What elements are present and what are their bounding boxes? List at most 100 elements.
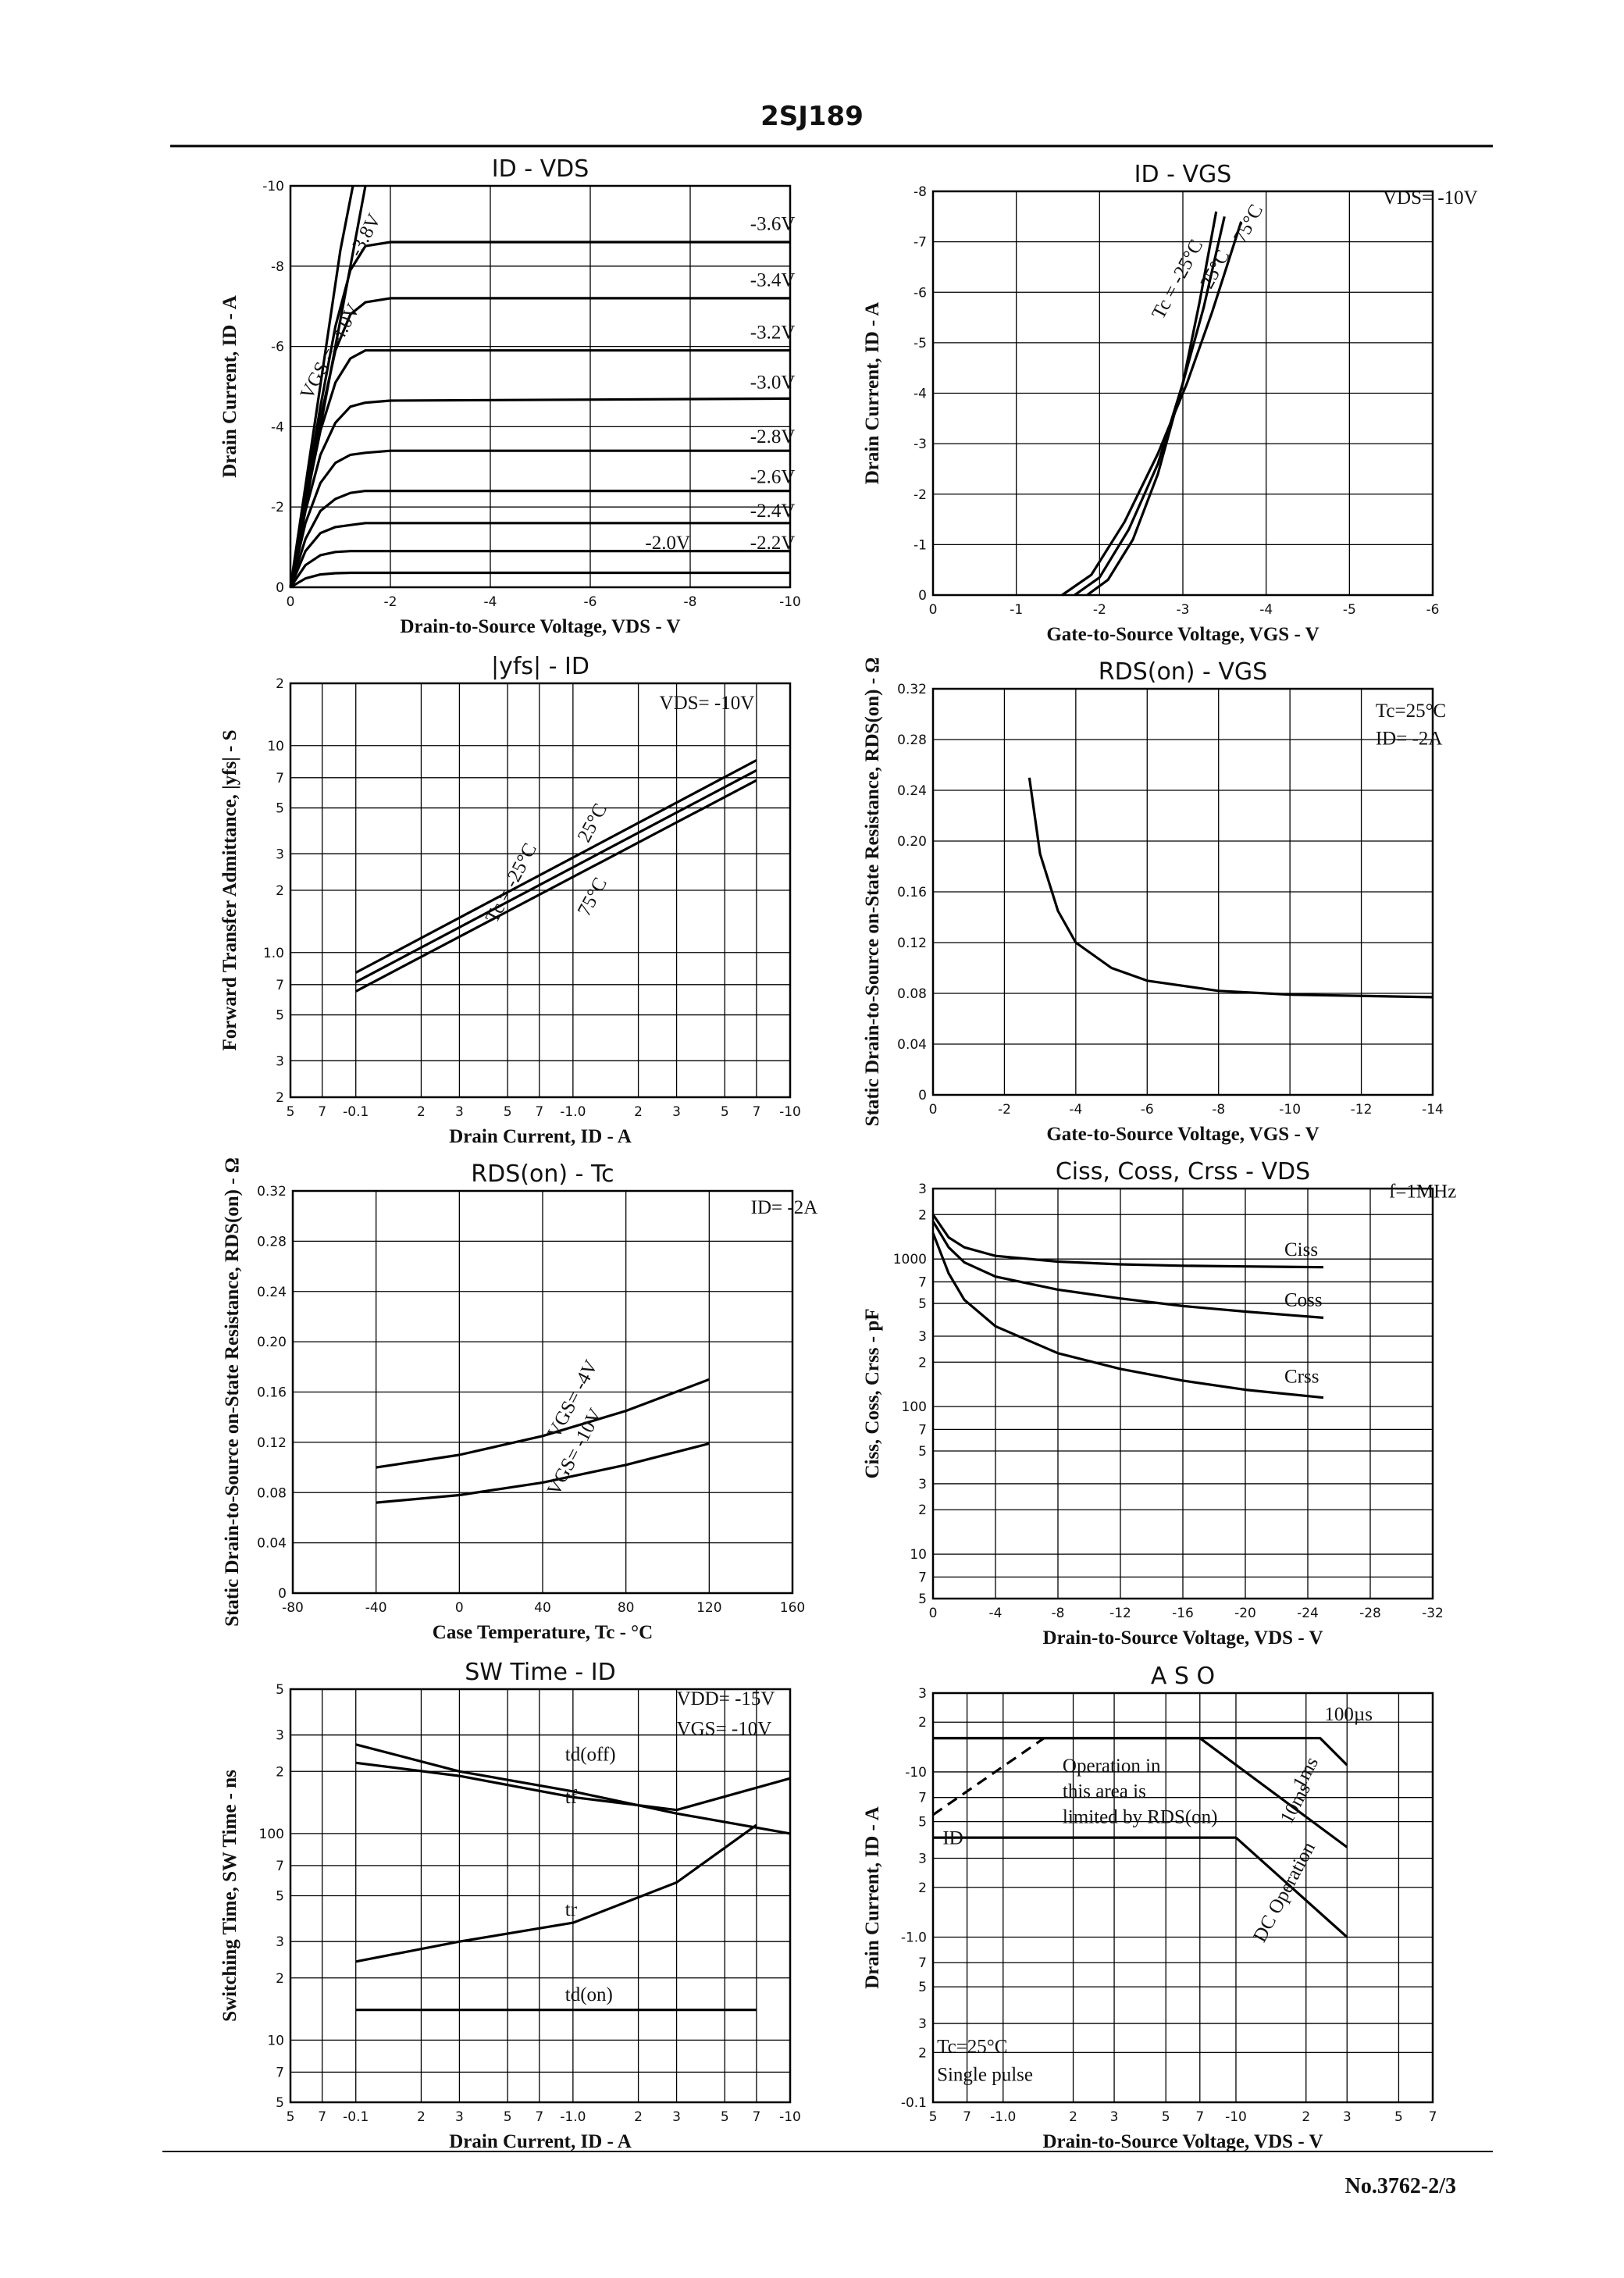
y-tick-label: 3 xyxy=(918,1852,927,1867)
chart-title: ID - VGS xyxy=(1134,161,1232,188)
chart-title: A S O xyxy=(1151,1663,1215,1690)
x-tick-label: -5 xyxy=(1343,602,1356,618)
x-tick-label: -1.0 xyxy=(560,2109,586,2125)
y-tick-label: -5 xyxy=(914,336,927,351)
x-tick-label: 160 xyxy=(780,1600,805,1616)
y-tick-label: 0.20 xyxy=(897,834,927,850)
curve-label: 75°C xyxy=(1230,201,1267,247)
annotation: td(on) xyxy=(565,1984,613,2005)
annotation: ID= -2A xyxy=(1376,729,1443,750)
y-tick-label: 2 xyxy=(276,1090,284,1106)
x-tick-label: 7 xyxy=(535,2109,543,2125)
y-tick-label: 10 xyxy=(267,739,284,754)
plot-frame xyxy=(289,1688,792,2104)
series-line-crss xyxy=(931,1232,1324,1399)
x-tick-label: -0.1 xyxy=(343,2109,369,2125)
annotation: Coss xyxy=(1284,1289,1323,1310)
x-tick-label: 5 xyxy=(721,1104,729,1120)
annotation: td(off) xyxy=(565,1745,616,1766)
y-tick-label: 7 xyxy=(276,771,284,786)
annotation: VDD= -15V xyxy=(677,1688,775,1709)
y-tick-label: 5 xyxy=(276,2095,284,2111)
y-tick-label: 5 xyxy=(276,1682,284,1698)
y-tick-label: -0.1 xyxy=(901,2095,927,2111)
y-tick-label: -3 xyxy=(914,437,927,452)
y-tick-label: 0.16 xyxy=(257,1385,287,1401)
series-line--2-2v xyxy=(289,550,790,588)
series-line--2-0v xyxy=(290,571,790,589)
series-line--2-6v xyxy=(289,489,790,588)
y-tick-label: 7 xyxy=(276,2065,284,2080)
series-line-ciss xyxy=(931,1214,1324,1269)
x-tick-label: -10 xyxy=(1225,2109,1247,2125)
x-tick-label: 2 xyxy=(417,2109,426,2125)
x-tick-label: -10 xyxy=(779,1104,801,1120)
x-tick-label: 3 xyxy=(1343,2109,1352,2125)
y-tick-label: 7 xyxy=(276,1859,284,1874)
y-axis-label: Drain Current, ID - A xyxy=(862,1806,883,1989)
y-tick-label: 3 xyxy=(918,1477,927,1492)
series-line-dc-operation xyxy=(1234,1836,1348,1938)
chart-title: Ciss, Coss, Crss - VDS xyxy=(1056,1158,1310,1185)
y-tick-label: -2 xyxy=(914,487,927,503)
y-tick-label: 7 xyxy=(918,1955,927,1971)
y-tick-label: 2 xyxy=(276,1971,284,1987)
x-tick-label: -16 xyxy=(1172,1606,1194,1621)
x-tick-label: 0 xyxy=(929,1606,938,1621)
y-tick-label: 0 xyxy=(918,1088,927,1103)
y-tick-label: 0.24 xyxy=(897,783,927,799)
x-tick-label: 0 xyxy=(455,1600,464,1616)
x-axis-label: Drain Current, ID - A xyxy=(449,2131,632,2152)
x-axis-label: Drain-to-Source Voltage, VDS - V xyxy=(1042,1627,1323,1649)
y-tick-label: 2 xyxy=(276,883,284,899)
y-tick-label: -4 xyxy=(271,419,284,435)
annotation: VGS= -10V xyxy=(677,1719,772,1740)
y-axis-label: Drain Current, ID - A xyxy=(219,295,240,478)
annotation: -3.4V xyxy=(750,270,796,291)
x-tick-label: -24 xyxy=(1297,1606,1319,1621)
annotation: -2.4V xyxy=(750,501,796,522)
chart-title: |yfs| - ID xyxy=(491,653,589,680)
chart-title: ID - VDS xyxy=(492,155,589,183)
x-tick-label: 7 xyxy=(318,1104,326,1120)
y-tick-label: 3 xyxy=(276,1053,284,1069)
y-tick-label: -6 xyxy=(271,340,284,355)
annotation: -3.2V xyxy=(750,322,796,343)
y-tick-label: -7 xyxy=(914,235,927,251)
x-tick-label: 80 xyxy=(618,1600,635,1616)
series-line-25-c xyxy=(1074,216,1226,597)
chart-title: SW Time - ID xyxy=(465,1659,616,1686)
x-tick-label: -1.0 xyxy=(990,2109,1016,2125)
x-axis-label: Drain Current, ID - A xyxy=(449,1126,632,1147)
annotation: Crss xyxy=(1284,1367,1319,1388)
annotation: -2.0V xyxy=(645,533,690,554)
y-tick-label: 2 xyxy=(918,1355,927,1371)
y-tick-label: 2 xyxy=(918,1503,927,1518)
y-tick-label: 0.08 xyxy=(897,986,927,1002)
x-tick-label: -10 xyxy=(779,2109,801,2125)
y-tick-label: -4 xyxy=(914,387,927,402)
chart-capacitance-vds: 0 -4 -8 -12 -16 -20 -24 -28 -32 5 7 10 2 3 5 7 100 2 3 5 7 10… xyxy=(862,1158,1456,1649)
y-tick-label: 0.32 xyxy=(897,682,927,697)
x-tick-label: 7 xyxy=(753,1104,761,1120)
chart-rdson-vgs: 0 -2 -4 -6 -8 -10 -12 -14 0 0.04 0.08 0.12 0.16 0.20 0… xyxy=(862,658,1446,1145)
x-tick-label: 3 xyxy=(1110,2109,1119,2125)
y-tick-label: 2 xyxy=(918,1715,927,1731)
annotation: ID xyxy=(942,1828,963,1849)
y-tick-label: 2 xyxy=(276,1764,284,1780)
x-tick-label: -1.0 xyxy=(560,1104,586,1120)
x-tick-label: 5 xyxy=(721,2109,729,2125)
series-line-75-c xyxy=(354,779,757,993)
y-tick-label: -6 xyxy=(914,285,927,301)
annotation: VDS= -10V xyxy=(660,693,755,714)
x-tick-label: 7 xyxy=(753,2109,761,2125)
x-tick-label: 7 xyxy=(318,2109,326,2125)
x-tick-label: -4 xyxy=(1259,602,1273,618)
x-tick-label: -8 xyxy=(1052,1606,1065,1621)
y-tick-label: 3 xyxy=(276,1934,284,1950)
y-tick-label: 0.28 xyxy=(897,733,927,748)
series-line--3-2v xyxy=(289,349,790,588)
y-tick-label: 3 xyxy=(276,847,284,862)
plot-frame xyxy=(931,190,1434,597)
annotation: Single pulse xyxy=(937,2064,1033,2085)
